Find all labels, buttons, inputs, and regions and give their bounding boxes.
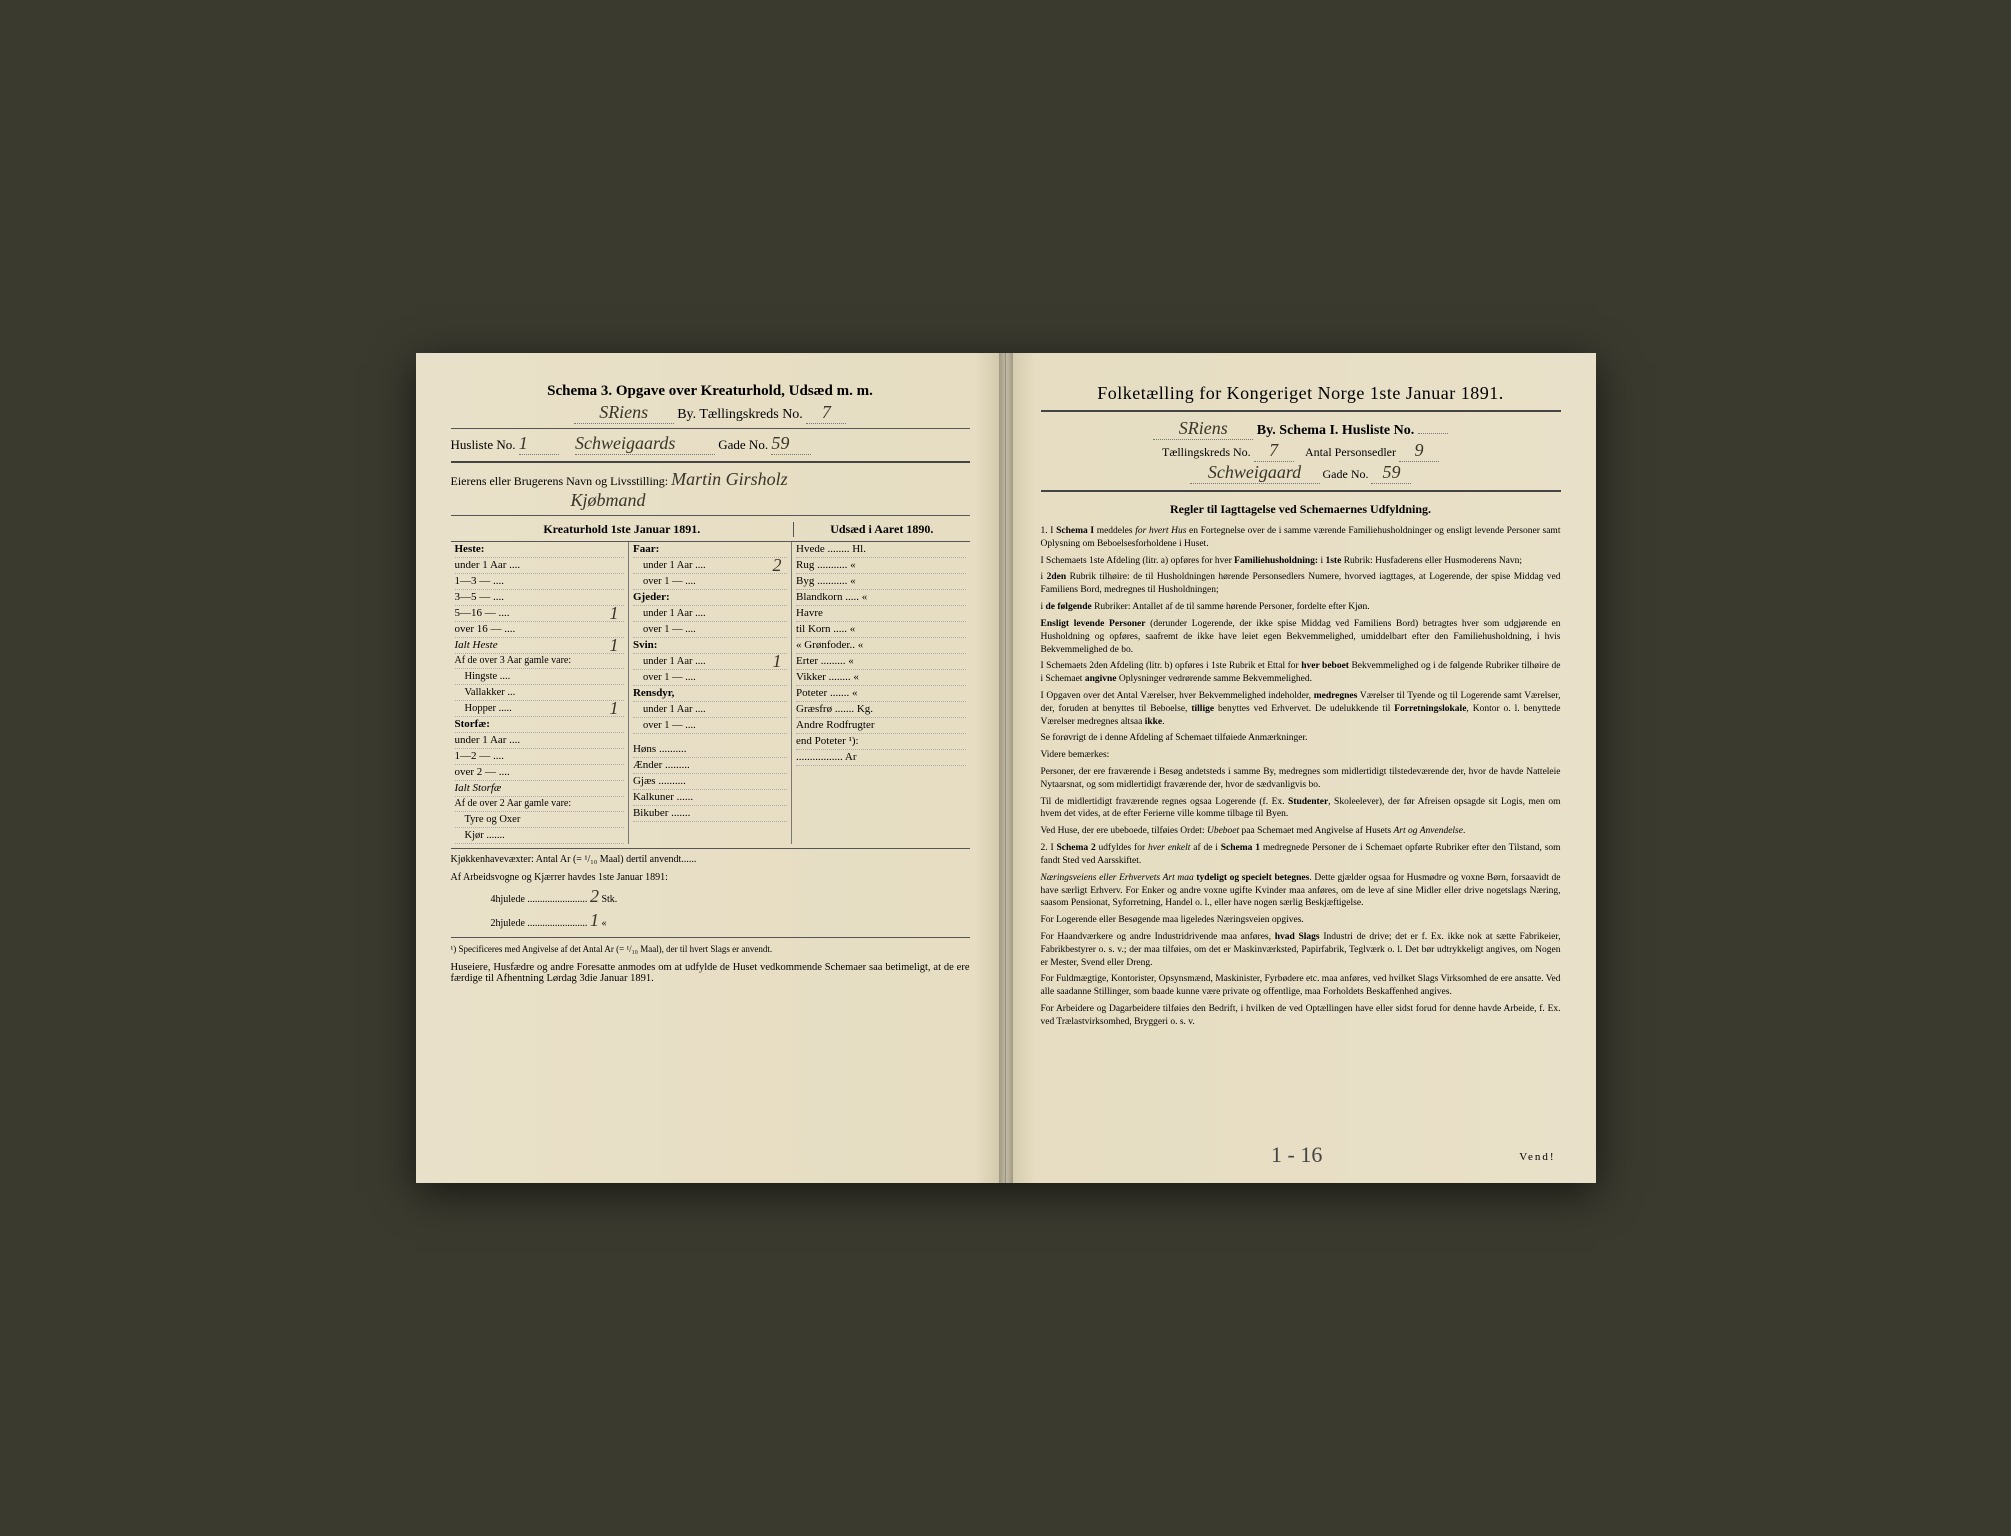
rule-paragraph: For Logerende eller Besøgende maa ligele…: [1041, 914, 1561, 927]
left-page: Schema 3. Opgave over Kreaturhold, Udsæd…: [416, 353, 1006, 1183]
page-hand-number: 1 - 16: [1271, 1142, 1322, 1168]
table-row: Hingste ....: [455, 669, 624, 685]
rule-paragraph: Ensligt levende Personer (derunder Loger…: [1041, 618, 1561, 656]
right-page: Folketælling for Kongeriget Norge 1ste J…: [1006, 353, 1596, 1183]
table-row: over 16 — ....: [455, 622, 624, 638]
rule-paragraph: For Fuldmægtige, Kontorister, Opsynsmænd…: [1041, 973, 1561, 999]
rule-paragraph: Næringsveiens eller Erhvervets Art maa t…: [1041, 872, 1561, 910]
rule-paragraph: 2. I Schema 2 udfyldes for hver enkelt a…: [1041, 842, 1561, 868]
table-row: til Korn ..... «: [796, 622, 965, 638]
table-row: Andre Rodfrugter: [796, 718, 965, 734]
rule-paragraph: 1. I Schema I meddeles for hvert Hus en …: [1041, 525, 1561, 551]
table-row: Kalkuner ......: [633, 790, 787, 806]
table-row: Kjør .......: [455, 828, 624, 844]
rule-paragraph: Personer, der ere fraværende i Besøg and…: [1041, 766, 1561, 792]
footnote: ¹) Specificeres med Angivelse af det Ant…: [451, 944, 970, 954]
table-row: Poteter ....... «: [796, 686, 965, 702]
table-row: Vallakker ...: [455, 685, 624, 701]
rules-title: Regler til Iagttagelse ved Schemaernes U…: [1041, 502, 1561, 517]
table-row: Bikuber .......: [633, 806, 787, 822]
census-title: Folketælling for Kongeriget Norge 1ste J…: [1041, 383, 1561, 404]
table-row: Rug ........... «: [796, 558, 965, 574]
husliste-line: Husliste No. 1 Schweigaards Gade No. 59: [451, 433, 970, 455]
schema-title: Schema 3. Opgave over Kreaturhold, Udsæd…: [451, 383, 970, 400]
table-row: Ænder .........: [633, 758, 787, 774]
rule-paragraph: For Arbeidere og Dagarbeidere tilføies d…: [1041, 1003, 1561, 1029]
arbeidsvogne: Af Arbeidsvogne og Kjærrer havdes 1ste J…: [451, 871, 970, 885]
table-row: Byg ........... «: [796, 574, 965, 590]
table-row: Tyre og Oxer: [455, 812, 624, 828]
table-row: Erter ......... «: [796, 654, 965, 670]
table-row: under 1 Aar ....: [455, 558, 624, 574]
rules-body: 1. I Schema I meddeles for hvert Hus en …: [1041, 525, 1561, 1029]
owner-line: Eierens eller Brugerens Navn og Livsstil…: [451, 469, 970, 511]
table-row: end Poteter ¹):: [796, 734, 965, 750]
rule-paragraph: Videre bemærkes:: [1041, 749, 1561, 762]
table-row: 1—3 — ....: [455, 574, 624, 590]
table-row: over 2 — ....: [455, 765, 624, 781]
table-row: ................. Ar: [796, 750, 965, 766]
kjokken: Kjøkkenhavevæxter: Antal Ar (= ¹/₁₀ Maal…: [451, 853, 970, 867]
table-row: under 1 Aar ....: [455, 733, 624, 749]
by-line: SRiens By. Tællingskreds No. 7: [451, 402, 970, 424]
table-row: Hopper .....1: [455, 701, 624, 717]
rule-paragraph: Til de midlertidigt fraværende regnes og…: [1041, 796, 1561, 822]
table-row: 1—2 — ....: [455, 749, 624, 765]
rule-paragraph: i de følgende Rubriker: Antallet af de t…: [1041, 601, 1561, 614]
bottom-note: Huseiere, Husfædre og andre Foresatte an…: [451, 962, 970, 984]
table-row: Blandkorn ..... «: [796, 590, 965, 606]
rule-paragraph: Ved Huse, der ere ubeboede, tilføies Ord…: [1041, 825, 1561, 838]
table-row: Vikker ........ «: [796, 670, 965, 686]
table-row: Græsfrø ....... Kg.: [796, 702, 965, 718]
right-line2: SRiens By. Schema I. Husliste No.: [1041, 418, 1561, 440]
rule-paragraph: For Haandværkere og andre Industridriven…: [1041, 931, 1561, 969]
rule-paragraph: I Opgaven over det Antal Værelser, hver …: [1041, 690, 1561, 728]
book-spread: Schema 3. Opgave over Kreaturhold, Udsæd…: [416, 353, 1596, 1183]
table-row: « Grønfoder.. «: [796, 638, 965, 654]
table-row: 3—5 — ....: [455, 590, 624, 606]
rule-paragraph: I Schemaets 1ste Afdeling (litr. a) opfø…: [1041, 555, 1561, 568]
table-row: 5—16 — ....1: [455, 606, 624, 622]
table-row: Hvede ........ Hl.: [796, 542, 965, 558]
rule-paragraph: Se forøvrigt de i denne Afdeling af Sche…: [1041, 732, 1561, 745]
rule-paragraph: I Schemaets 2den Afdeling (litr. b) opfø…: [1041, 660, 1561, 686]
vend-label: Vend!: [1519, 1151, 1555, 1163]
table-row: Gjæs ..........: [633, 774, 787, 790]
table-header: Kreaturhold 1ste Januar 1891. Udsæd i Aa…: [451, 522, 970, 537]
book-spine: [999, 353, 1013, 1183]
rule-paragraph: i 2den Rubrik tilhøire: de til Husholdni…: [1041, 571, 1561, 597]
table-row: Høns ..........: [633, 742, 787, 758]
kreatur-grid: Heste: under 1 Aar ....1—3 — ....3—5 — .…: [451, 541, 970, 844]
table-row: Havre: [796, 606, 965, 622]
